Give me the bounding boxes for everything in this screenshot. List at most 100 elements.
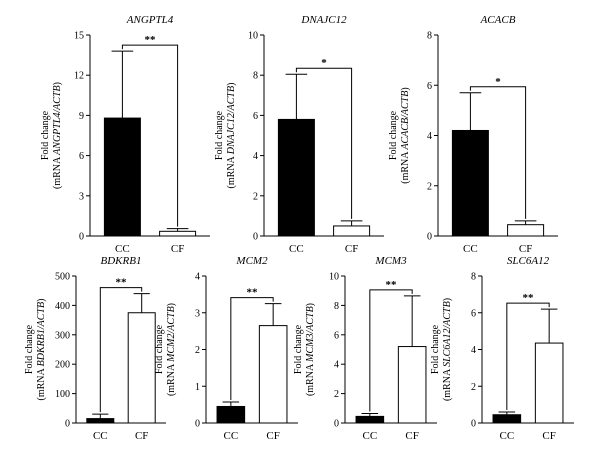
- bar-cf: [333, 225, 371, 237]
- chart-panel-1: 0 3 6 9 12 15 ANGPTL4 Fold change(mRNA ANGPTL4/…: [40, 14, 210, 255]
- bar-cf: [127, 312, 156, 424]
- significance-bracket: [295, 67, 353, 219]
- significance-marker: *: [321, 57, 327, 69]
- y-axis-label-prefix: (mRNA: [166, 362, 177, 396]
- y-tick-label: 0: [334, 419, 339, 430]
- y-tick-label: 0: [65, 419, 70, 430]
- y-axis-label-gene: ACACB/ACTB: [400, 91, 411, 151]
- chart-title: SLC6A12: [507, 255, 550, 267]
- y-tick-label: 6: [334, 330, 339, 341]
- y-tick-label: 2: [253, 191, 258, 202]
- y-axis-label-prefix: (mRNA: [52, 155, 63, 189]
- y-tick-label: 10: [329, 272, 339, 283]
- significance-bracket: [230, 297, 274, 401]
- bar-cc: [492, 414, 522, 424]
- bar-cc: [355, 415, 385, 424]
- significance-marker: **: [386, 279, 398, 291]
- y-axis-label-line2: (mRNA DNAJC12/ACTB): [226, 83, 237, 189]
- bar-cf: [397, 346, 427, 424]
- y-tick-label: 1: [195, 382, 200, 393]
- x-category-label: CC: [499, 430, 514, 442]
- chart-panel-6: 0 2 4 6 8 10 MCM3 Fold change(mRNA MCM3/ACTB) CC…: [293, 255, 437, 442]
- chart-title: BDKRB1: [101, 255, 142, 267]
- y-axis-label-line1: Fold change: [24, 324, 35, 374]
- y-tick-label: 8: [334, 301, 339, 312]
- y-tick-label: 3: [79, 191, 84, 202]
- y-tick-label: 15: [74, 31, 84, 42]
- bar-cc: [451, 129, 489, 237]
- y-tick-label: 9: [79, 111, 84, 122]
- y-tick-label: 0: [427, 232, 432, 243]
- x-category-label: CC: [463, 243, 478, 255]
- y-tick-label: 100: [55, 389, 70, 400]
- y-axis-label-line2: (mRNA MCM2/ACTB): [166, 303, 177, 396]
- y-axis-label-prefix: (mRNA: [226, 154, 237, 188]
- y-axis-label-suffix: ): [52, 82, 63, 85]
- y-tick-label: 0: [253, 232, 258, 243]
- y-tick-label: 200: [55, 360, 70, 371]
- y-axis-label-line2: (mRNA MCM3/ACTB): [305, 303, 316, 396]
- y-axis-label-suffix: ): [400, 87, 411, 90]
- significance-marker: **: [145, 34, 157, 46]
- y-axis-label-line1: Fold change: [154, 324, 165, 374]
- chart-title: MCM2: [235, 255, 268, 267]
- chart-title: ACACB: [480, 14, 516, 26]
- x-category-label: CF: [345, 243, 358, 255]
- x-category-label: CF: [266, 430, 279, 442]
- significance-marker: **: [116, 277, 128, 289]
- y-axis-label-prefix: (mRNA: [305, 362, 316, 396]
- y-tick-label: 3: [195, 308, 200, 319]
- y-tick-label: 4: [334, 360, 339, 371]
- significance-marker: **: [523, 292, 535, 304]
- x-category-label: CC: [93, 430, 108, 442]
- y-axis-label-line1: Fold change: [293, 324, 304, 374]
- y-tick-label: 400: [55, 301, 70, 312]
- significance-marker: *: [495, 76, 501, 88]
- bar-cc: [86, 418, 115, 424]
- chart-panel-3: 0 2 4 6 8 ACACB Fold change(mRNA ACACB/ACTB) CC…: [388, 14, 558, 255]
- y-tick-label: 6: [253, 111, 258, 122]
- y-tick-label: 0: [195, 419, 200, 430]
- y-tick-label: 0: [79, 232, 84, 243]
- y-axis-label-gene: BDKRB1/ACTB: [36, 302, 47, 366]
- y-axis-label-line2: (mRNA BDKRB1/ACTB): [36, 299, 47, 401]
- y-tick-label: 8: [427, 31, 432, 42]
- y-tick-label: 8: [471, 272, 476, 283]
- bar-cf: [159, 230, 197, 237]
- y-axis-label-gene: MCM3/ACTB: [305, 306, 316, 363]
- y-tick-label: 4: [195, 272, 200, 283]
- y-axis-label-suffix: ): [36, 299, 47, 302]
- y-axis-label-line1: Fold change: [40, 110, 51, 160]
- x-category-label: CF: [135, 430, 148, 442]
- chart-panel-5: 0 1 2 3 4 MCM2 Fold change(mRNA MCM2/ACTB) CC CF…: [154, 255, 298, 442]
- y-axis-label-line2: (mRNA SLC6A12/ACTB): [442, 298, 453, 401]
- bar-cc: [103, 117, 141, 237]
- y-tick-label: 2: [427, 181, 432, 192]
- y-tick-label: 2: [195, 345, 200, 356]
- x-category-label: CC: [289, 243, 304, 255]
- x-category-label: CF: [405, 430, 418, 442]
- y-tick-label: 12: [74, 71, 84, 82]
- significance-bracket: [469, 86, 527, 219]
- y-tick-label: 10: [248, 31, 258, 42]
- significance-marker: **: [247, 287, 259, 299]
- y-tick-label: 8: [253, 71, 258, 82]
- y-axis-label-suffix: ): [442, 298, 453, 301]
- y-axis-label-gene: ANGPTL4/ACTB: [52, 85, 63, 155]
- bar-cf: [507, 224, 545, 237]
- bar-cc: [216, 405, 246, 424]
- x-category-label: CF: [519, 243, 532, 255]
- y-tick-label: 500: [55, 272, 70, 283]
- chart-panel-7: 0 2 4 6 8 SLC6A12 Fold change(mRNA SLC6A12/ACT…: [430, 255, 574, 442]
- y-axis-label-line2: (mRNA ACACB/ACTB): [400, 87, 411, 183]
- bar-cf: [534, 342, 564, 424]
- x-category-label: CF: [542, 430, 555, 442]
- y-tick-label: 2: [334, 389, 339, 400]
- significance-bracket: [506, 302, 550, 410]
- y-tick-label: 4: [253, 151, 258, 162]
- y-axis-label-line1: Fold change: [388, 110, 399, 160]
- y-axis-label-suffix: ): [305, 303, 316, 306]
- y-tick-label: 6: [79, 151, 84, 162]
- significance-bracket: [99, 287, 143, 413]
- y-axis-label-gene: DNAJC12/ACTB: [226, 86, 237, 155]
